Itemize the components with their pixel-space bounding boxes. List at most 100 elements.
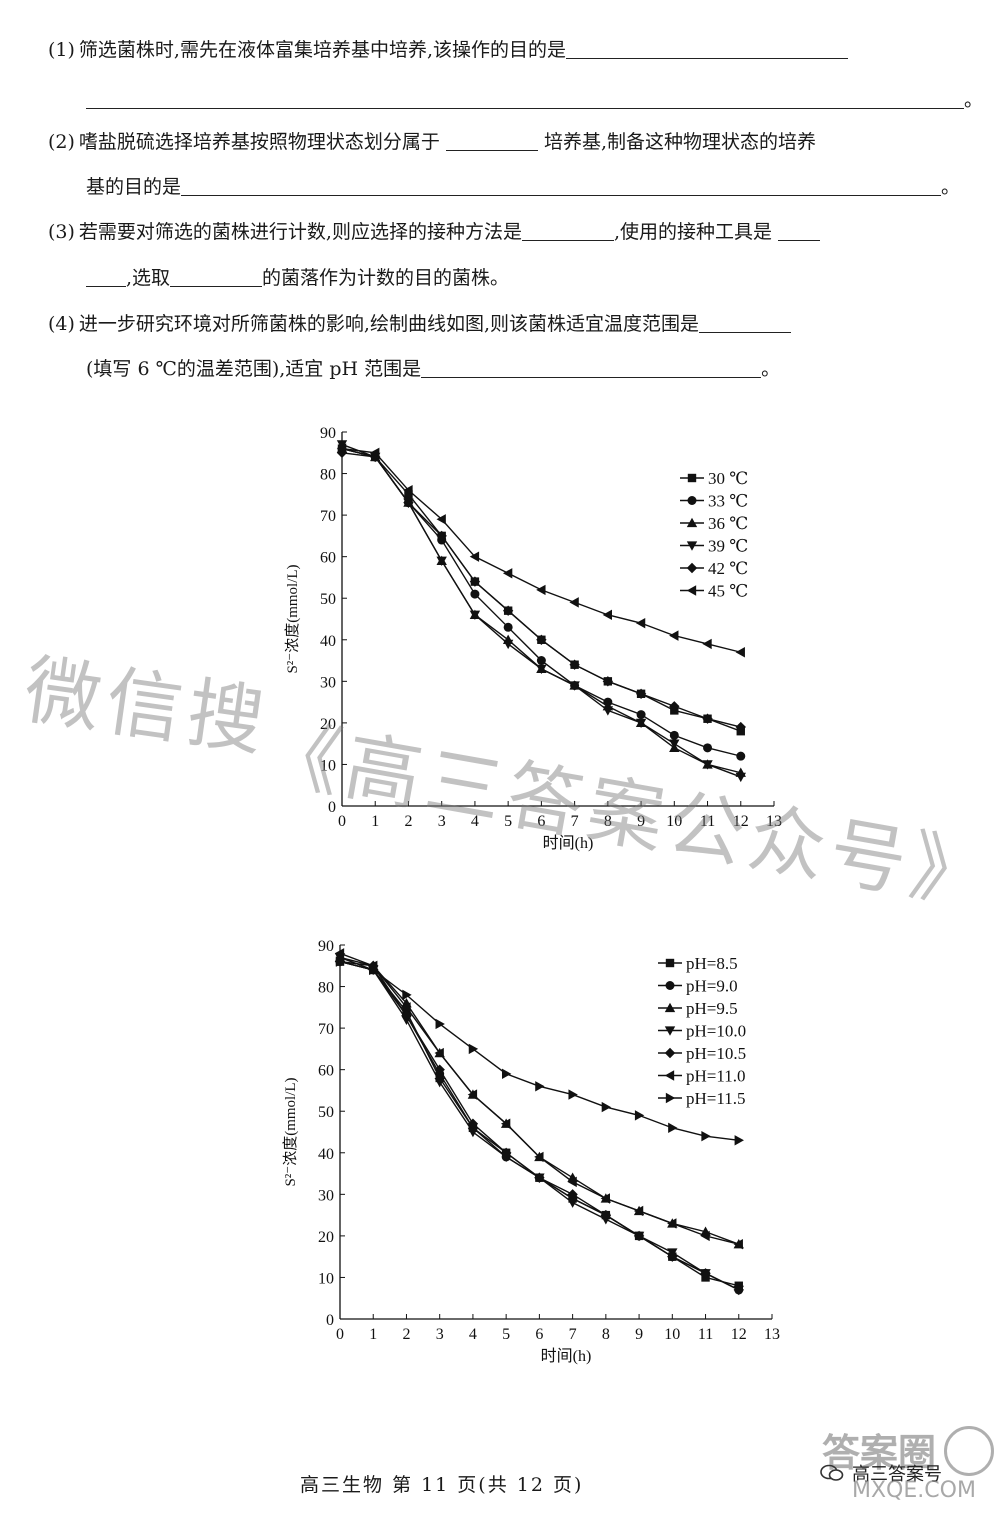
temperature-chart: 0 1 2 3 4 5 6 7 8 9 10 11 12 13 0 10 20 30 40 50 60 70 80 90 时间(… (270, 420, 810, 884)
x-tick-label: 2 (404, 813, 412, 830)
answer-blank-2b[interactable] (181, 177, 942, 196)
answer-blank-4a[interactable] (699, 314, 792, 333)
x-tick-label: 6 (535, 1326, 543, 1343)
answer-blank-3d[interactable] (170, 268, 263, 287)
ph-chart: 0 1 2 3 4 5 6 7 8 9 10 11 12 13 0 10 20 30 40 50 60 70 80 90 时间(… (270, 933, 810, 1387)
data-point (734, 1135, 744, 1146)
legend-label: pH=11.0 (686, 1067, 745, 1086)
y-tick-label: 30 (318, 1187, 334, 1204)
data-point (703, 743, 713, 753)
data-point (735, 647, 745, 658)
x-tick-label: 7 (571, 813, 579, 830)
question-2-text-a: 嗜盐脱硫选择培养基按照物理状态划分属于 (78, 131, 440, 153)
answer-blank-3a[interactable] (521, 222, 614, 241)
data-point (334, 948, 345, 959)
question-1-line-1: (1) 筛选菌株时,需先在液体富集培养基中培养,该操作的目的是 (48, 38, 849, 62)
answer-blank-1a[interactable] (566, 40, 849, 59)
data-point (569, 681, 580, 691)
question-3-text-d: 的菌落作为计数的目的菌株。 (262, 267, 510, 289)
question-3-number: (3) (48, 221, 75, 243)
temperature-chart-svg: 0 1 2 3 4 5 6 7 8 9 10 11 12 130102030405060708090时间(… (284, 425, 782, 852)
logo-circle-icon (944, 1426, 994, 1476)
y-tick-label: 0 (326, 1312, 334, 1329)
answer-blank-3c[interactable] (86, 268, 126, 287)
data-point (600, 1193, 611, 1204)
x-tick-label: 0 (336, 1326, 344, 1343)
data-point (536, 656, 546, 666)
question-2-text-b: 培养基,制备这种物理状态的培养 (543, 131, 816, 153)
x-tick-label: 4 (471, 813, 479, 830)
legend-marker (687, 496, 697, 505)
question-4-number: (4) (48, 313, 75, 335)
answer-blank-4b[interactable] (421, 359, 762, 378)
series-6 (336, 443, 745, 658)
data-point (702, 638, 712, 650)
data-point (669, 730, 679, 740)
site-logo: 答案圈 高三答案号 MXQE.COM (812, 1420, 994, 1510)
data-point (401, 1002, 411, 1013)
x-axis-label: 时间(h) (541, 1347, 592, 1365)
question-2-end: 。 (941, 176, 961, 198)
question-4-text-b: (填写 6 ℃的温差范围),适宜 pH 范围是 (86, 358, 422, 380)
y-tick-label: 60 (320, 550, 336, 567)
data-point (602, 706, 614, 716)
data-point (567, 1176, 577, 1188)
series-line (341, 447, 741, 653)
logo-brand: 答案圈 (822, 1431, 937, 1475)
x-tick-label: 12 (731, 1326, 747, 1343)
y-tick-label: 90 (318, 938, 334, 955)
data-point (435, 1018, 445, 1030)
y-tick-label: 50 (318, 1104, 334, 1121)
data-point (569, 597, 579, 608)
data-point (403, 484, 413, 496)
x-tick-label: 3 (436, 1326, 444, 1343)
y-tick-label: 40 (320, 633, 336, 650)
x-tick-label: 5 (504, 813, 512, 830)
question-3-text-b: ,使用的接种工具是 (613, 221, 773, 243)
x-tick-label: 5 (502, 1326, 510, 1343)
x-tick-label: 9 (635, 1326, 643, 1343)
data-point (669, 630, 679, 641)
x-tick-label: 13 (764, 1326, 780, 1343)
series-3 (334, 952, 744, 1249)
question-2-line-2: 基的目的是 。 (86, 175, 960, 199)
question-1-end: 。 (964, 89, 984, 111)
legend-marker (687, 473, 697, 483)
series-6 (334, 948, 743, 1250)
series-line (339, 960, 739, 1142)
data-point (733, 1239, 743, 1250)
data-point (436, 556, 447, 567)
legend-label: 33 ℃ (708, 492, 748, 511)
legend-marker (686, 562, 698, 574)
series-line (339, 956, 740, 1245)
x-tick-label: 2 (402, 1326, 410, 1343)
page-footer: 高三生物 第 11 页(共 12 页) (300, 1474, 584, 1496)
x-tick-label: 8 (602, 1326, 610, 1343)
legend-label: pH=10.5 (686, 1044, 746, 1063)
answer-blank-3b[interactable] (778, 222, 821, 241)
answer-blank-2a[interactable] (445, 132, 538, 151)
data-point (404, 490, 413, 499)
x-tick-label: 11 (698, 1326, 713, 1343)
legend-marker (665, 1092, 676, 1104)
legend-label: 30 ℃ (708, 469, 748, 488)
data-point (536, 584, 546, 596)
x-axis-label: 时间(h) (543, 834, 594, 852)
legend-marker (665, 981, 675, 990)
data-point (434, 1047, 444, 1059)
y-tick-label: 50 (320, 591, 336, 608)
question-4-end: 。 (761, 358, 781, 380)
legend-label: 39 ℃ (708, 537, 748, 556)
x-tick-label: 13 (766, 813, 782, 830)
y-tick-label: 80 (318, 980, 334, 997)
data-point (669, 739, 680, 749)
y-tick-label: 20 (320, 716, 336, 733)
question-1-number: (1) (48, 39, 75, 61)
legend-label: pH=10.0 (686, 1022, 746, 1041)
data-point (602, 609, 613, 621)
question-4-line-1: (4) 进一步研究环境对所筛菌株的影响,绘制曲线如图,则该菌株适宜温度范围是 (48, 312, 792, 336)
legend-label: pH=9.0 (686, 977, 738, 996)
data-point (402, 989, 412, 1001)
answer-blank-1b[interactable] (86, 90, 964, 109)
legend-marker (664, 1070, 675, 1081)
